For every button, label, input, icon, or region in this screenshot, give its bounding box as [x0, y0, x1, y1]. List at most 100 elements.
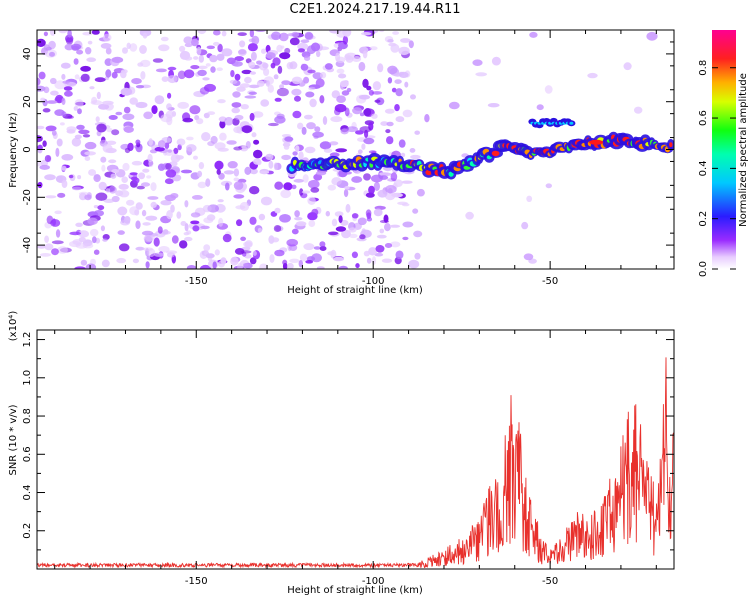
noise-blob	[200, 225, 210, 230]
noise-blob	[108, 186, 117, 194]
noise-blob	[304, 55, 311, 61]
noise-blob	[343, 188, 349, 198]
snr-frame	[36, 329, 675, 570]
noise-blob	[147, 153, 153, 163]
noise-blob	[295, 145, 300, 153]
noise-blob	[239, 83, 251, 88]
noise-blob	[123, 106, 131, 114]
noise-blob	[315, 171, 327, 176]
noise-blob	[410, 94, 416, 100]
noise-blob	[248, 61, 256, 68]
noise-blob	[291, 31, 300, 38]
noise-blob	[111, 169, 120, 173]
noise-blob	[373, 208, 383, 217]
noise-blob	[190, 212, 201, 218]
noise-blob	[205, 63, 211, 67]
noise-blob	[378, 30, 385, 33]
noise-blob	[277, 65, 283, 74]
noise-blob	[355, 263, 360, 269]
noise-blob	[197, 181, 207, 189]
noise-blob	[358, 94, 371, 100]
noise-blob	[166, 210, 173, 220]
noise-blob	[88, 169, 97, 176]
noise-blob	[231, 102, 242, 108]
noise-blob	[191, 195, 203, 200]
noise-blob	[166, 103, 172, 111]
noise-blob	[110, 173, 117, 179]
noise-blob	[491, 56, 501, 66]
noise-blob	[286, 61, 294, 70]
noise-blob	[219, 132, 227, 141]
noise-blob	[634, 106, 643, 114]
noise-blob	[42, 140, 47, 147]
noise-blob	[316, 50, 321, 58]
noise-blob	[292, 151, 298, 156]
noise-blob	[338, 265, 348, 269]
noise-blob	[162, 229, 169, 235]
noise-blob	[280, 189, 292, 199]
noise-blob	[71, 137, 82, 147]
noise-blob	[197, 65, 208, 70]
noise-blob	[244, 240, 253, 248]
noise-blob	[101, 259, 110, 268]
noise-blob	[623, 62, 632, 71]
noise-blob	[46, 215, 54, 225]
noise-blob	[240, 145, 249, 152]
noise-blob	[327, 184, 336, 191]
y-tick-label: 0.6	[22, 446, 33, 462]
noise-blob	[124, 147, 131, 154]
noise-blob	[68, 174, 74, 179]
noise-blob	[304, 146, 316, 154]
noise-blob	[37, 245, 46, 249]
noise-blob	[344, 54, 352, 61]
x-tick-label: -150	[185, 276, 208, 287]
noise-blob	[395, 250, 404, 260]
noise-blob	[260, 196, 273, 206]
noise-blob	[80, 65, 91, 72]
noise-blob	[142, 222, 151, 226]
noise-blob	[357, 217, 367, 226]
noise-blob	[294, 95, 301, 102]
noise-blob	[302, 174, 309, 183]
noise-blob	[281, 80, 291, 86]
colorbar: 0.0 0.2 0.4 0.6 0.8 Normalized spectral ampl…	[698, 30, 749, 277]
colorbar-tick-label: 0.6	[698, 110, 709, 126]
noise-blob	[329, 141, 339, 146]
noise-blob	[135, 85, 145, 89]
noise-blob	[111, 71, 118, 79]
noise-blob	[389, 224, 401, 228]
noise-blob	[233, 126, 242, 134]
noise-blob	[61, 165, 67, 171]
noise-blob	[54, 109, 65, 116]
noise-blob	[253, 149, 263, 159]
noise-blob	[118, 183, 129, 190]
noise-blob	[103, 198, 115, 203]
noise-blob	[151, 105, 158, 115]
noise-blob	[150, 182, 157, 192]
noise-blob	[386, 136, 394, 145]
noise-blob	[142, 247, 154, 251]
noise-blob	[100, 225, 105, 232]
noise-blob	[233, 146, 243, 151]
noise-blob	[414, 252, 421, 260]
noise-blob	[173, 147, 179, 154]
noise-blob	[89, 86, 95, 90]
noise-blob	[409, 148, 416, 153]
noise-blob	[283, 144, 290, 150]
noise-blob	[233, 194, 245, 199]
noise-blob	[205, 253, 215, 259]
noise-blob	[101, 164, 106, 172]
noise-blob	[40, 97, 46, 102]
noise-blob	[71, 45, 80, 51]
noise-blob	[116, 257, 127, 264]
noise-blob	[135, 220, 141, 229]
noise-blob	[251, 132, 257, 138]
noise-blob	[135, 101, 148, 109]
noise-blob	[217, 199, 224, 203]
noise-blob	[262, 62, 269, 69]
noise-blob	[210, 66, 216, 73]
noise-blob	[205, 178, 211, 187]
colorbar-tick-label: 0.0	[698, 261, 709, 277]
x-tick-label: -100	[362, 576, 385, 587]
